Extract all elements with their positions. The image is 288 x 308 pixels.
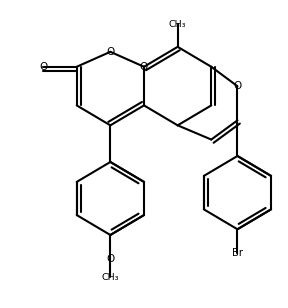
Text: Br: Br: [232, 248, 243, 258]
Text: O: O: [39, 62, 47, 72]
Text: O: O: [106, 47, 114, 57]
Text: O: O: [106, 254, 114, 264]
Text: O: O: [140, 62, 148, 72]
Text: O: O: [233, 81, 242, 91]
Text: CH₃: CH₃: [169, 20, 186, 29]
Text: CH₃: CH₃: [102, 273, 119, 282]
